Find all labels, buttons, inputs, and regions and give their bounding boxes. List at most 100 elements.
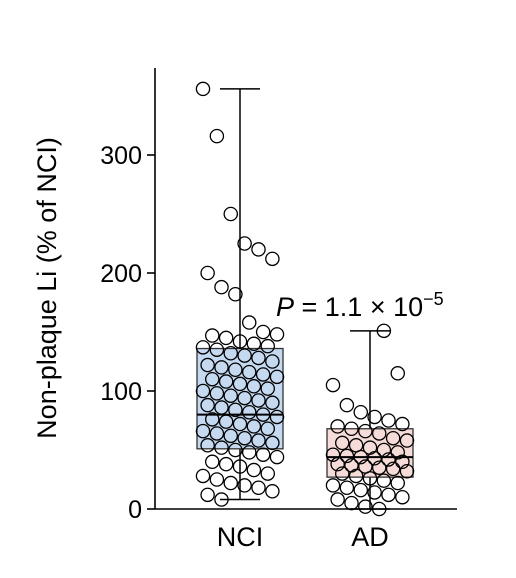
data-point [260, 421, 275, 437]
data-point [265, 251, 280, 267]
p-value-italic-p: P [276, 292, 294, 322]
data-point [371, 426, 387, 441]
data-point [251, 480, 266, 496]
data-point [362, 471, 378, 486]
data-point [223, 345, 238, 361]
data-point [330, 492, 345, 507]
data-point [334, 435, 350, 451]
data-point [334, 466, 350, 481]
data-point [330, 456, 345, 472]
data-point [241, 404, 257, 420]
data-point [353, 482, 368, 498]
data-point [381, 452, 396, 467]
data-point [195, 340, 211, 355]
data-point [228, 442, 243, 458]
point-layer [195, 81, 415, 517]
data-point [246, 419, 262, 434]
data-point [325, 478, 341, 493]
data-point [246, 379, 262, 394]
data-point [204, 328, 220, 343]
data-point [348, 468, 364, 484]
data-point [218, 374, 234, 389]
data-point [200, 265, 215, 281]
data-point [339, 448, 355, 464]
data-point [395, 489, 410, 505]
data-point [200, 487, 215, 503]
data-point [376, 442, 392, 458]
data-point [339, 397, 355, 413]
data-point [376, 323, 392, 339]
data-point [358, 499, 373, 514]
x-tick-label-ad: AD [351, 522, 389, 552]
data-point [237, 430, 252, 446]
data-point [265, 435, 280, 451]
data-point [214, 492, 229, 507]
data-point [399, 433, 415, 448]
data-point [209, 426, 225, 441]
data-point [265, 484, 280, 499]
data-point [209, 386, 225, 401]
data-point [251, 393, 266, 408]
data-point [228, 286, 243, 302]
label-layer: Non-plaque Li (% of NCI) P = 1.1 × 10−5 … [32, 137, 444, 552]
data-point [260, 381, 275, 396]
data-point [330, 419, 345, 434]
p-value-annotation: P = 1.1 × 10−5 [276, 289, 444, 322]
data-point [260, 466, 275, 481]
y-tick-label: 300 [100, 142, 142, 170]
data-point [200, 438, 215, 453]
data-point [381, 487, 396, 503]
y-axis-label: Non-plaque Li (% of NCI) [32, 137, 62, 439]
data-point [209, 128, 225, 144]
data-point [269, 449, 285, 465]
data-point [265, 395, 280, 411]
data-point [390, 445, 405, 460]
data-point [339, 480, 355, 496]
data-point [218, 456, 234, 472]
data-point [237, 348, 252, 363]
data-point [195, 81, 211, 97]
x-tick-label-nci: NCI [217, 522, 264, 552]
data-point [367, 451, 382, 466]
data-point [241, 315, 257, 330]
data-point [246, 336, 262, 352]
data-point [195, 383, 211, 399]
data-point [251, 242, 266, 257]
data-point [209, 472, 225, 487]
data-point [265, 354, 280, 369]
data-point [255, 407, 271, 422]
data-point [371, 501, 387, 517]
data-point [353, 449, 368, 465]
data-point [399, 463, 415, 479]
data-point [269, 409, 285, 425]
data-point [200, 357, 215, 373]
data-point [241, 445, 257, 460]
data-point [260, 338, 275, 354]
data-point [195, 423, 211, 439]
data-point [395, 416, 410, 432]
data-point [385, 430, 401, 446]
data-point [204, 371, 220, 387]
data-point [232, 459, 248, 474]
data-point [223, 206, 238, 222]
y-tick-label: 200 [100, 260, 142, 288]
data-point [385, 461, 401, 477]
data-point [214, 360, 229, 375]
data-point [232, 416, 248, 432]
data-point [390, 475, 405, 491]
data-point [269, 369, 285, 385]
axis-layer: 0 100 200 300 [100, 68, 457, 524]
data-point [344, 495, 359, 511]
y-tick-label: 100 [100, 378, 142, 406]
data-point [237, 390, 252, 406]
data-point [246, 462, 262, 478]
data-point [367, 485, 382, 500]
data-point [325, 447, 341, 462]
data-point [223, 475, 238, 491]
data-point [353, 404, 368, 420]
data-point [390, 366, 405, 381]
data-point [232, 376, 248, 392]
data-point [200, 397, 215, 413]
data-point [371, 460, 387, 475]
